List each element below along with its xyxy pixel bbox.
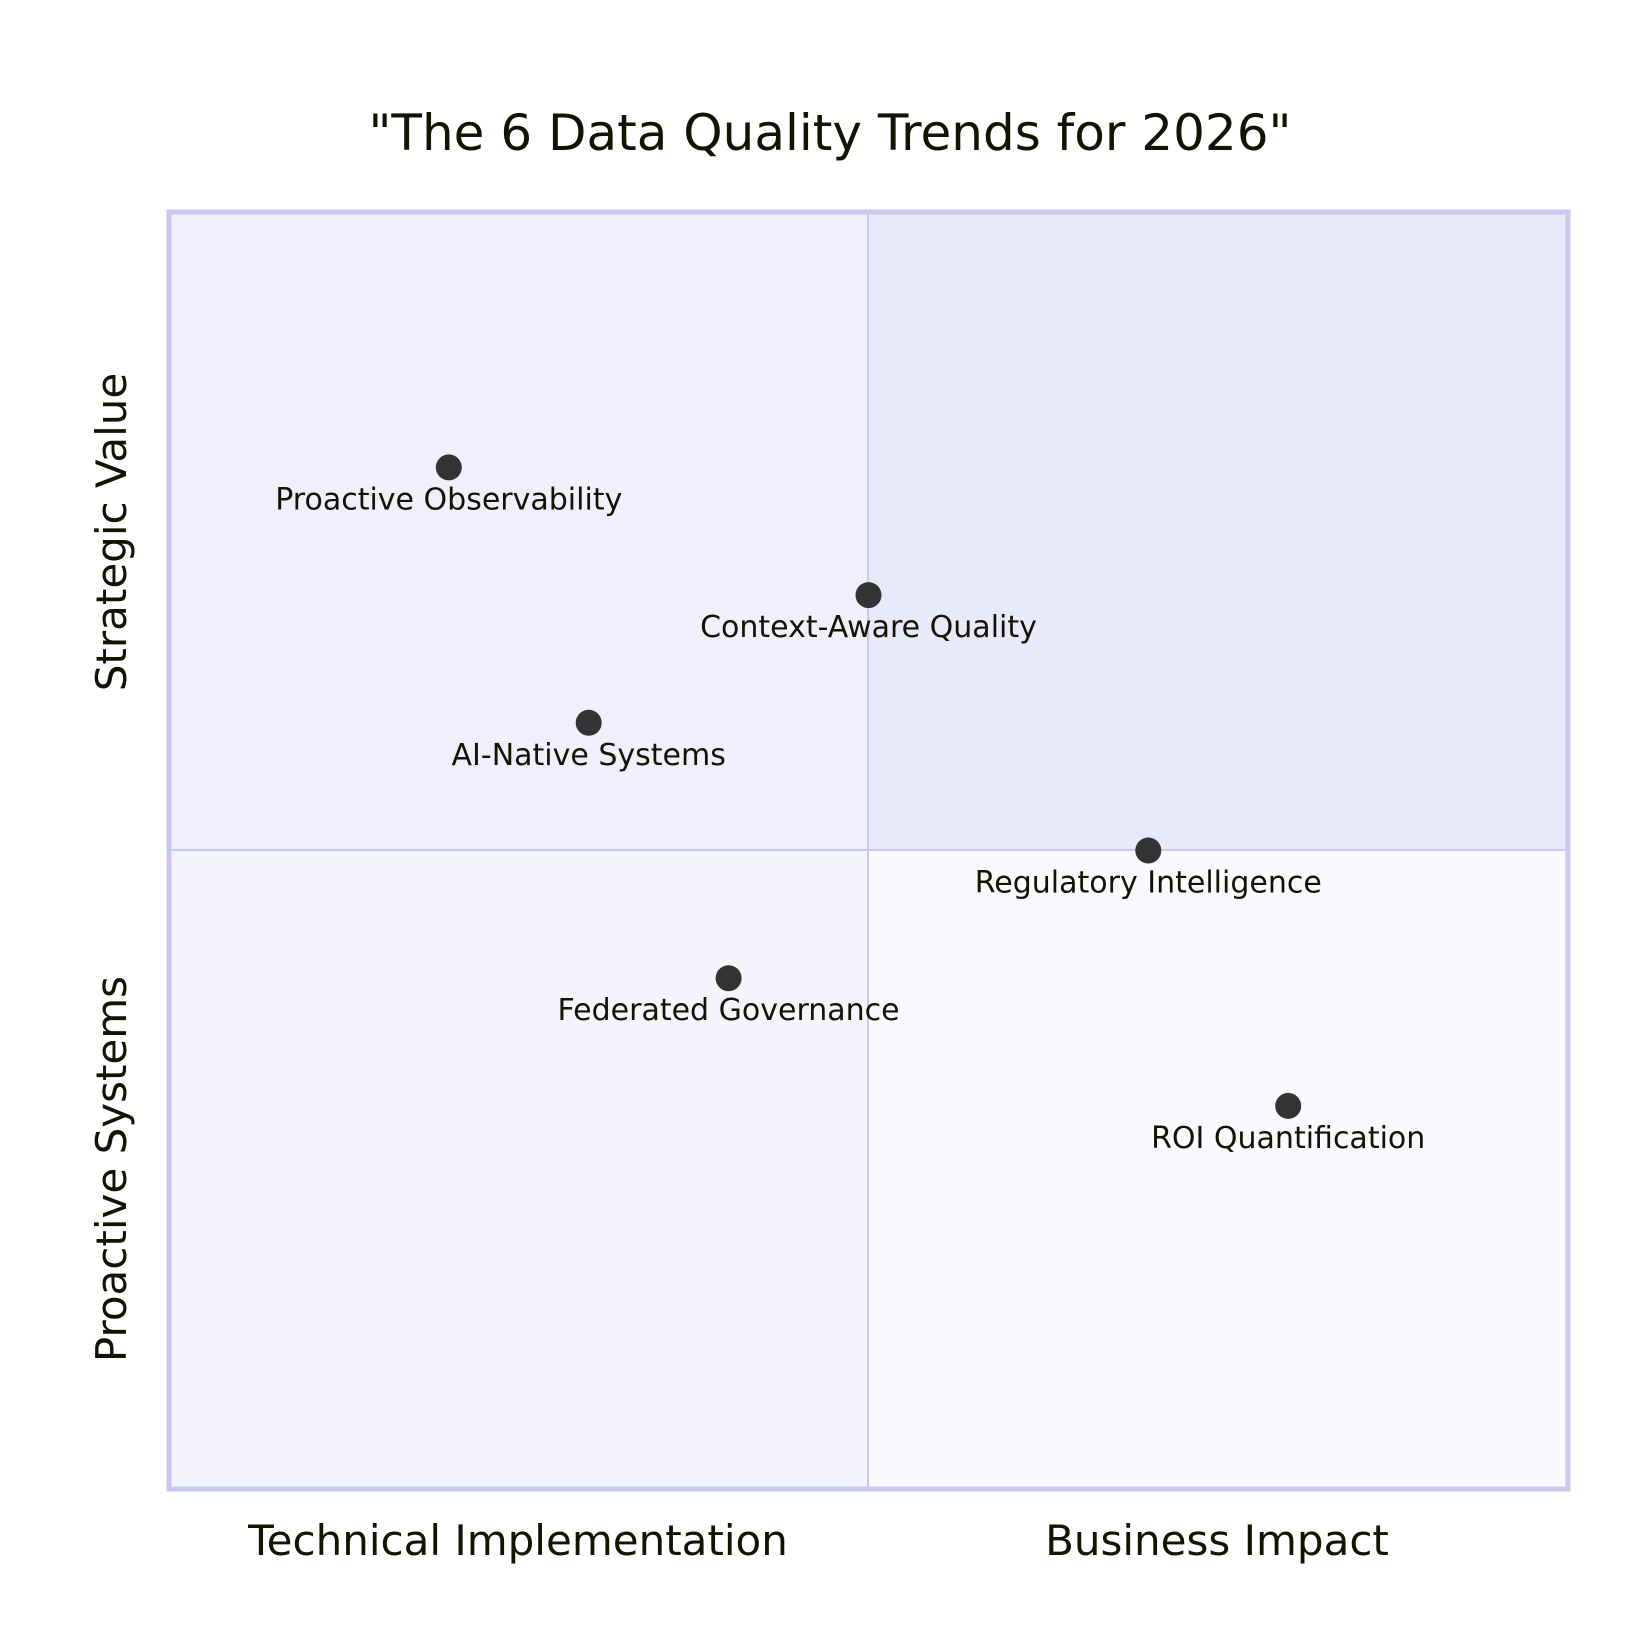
plot-border [166, 209, 1571, 1492]
data-point [1275, 1092, 1302, 1119]
y-axis-high-label: Strategic Value [87, 373, 136, 692]
data-point [715, 965, 742, 992]
data-point-label: Proactive Observability [275, 482, 622, 517]
data-point-label: Federated Governance [558, 993, 900, 1028]
x-axis-high-label: Business Impact [1045, 1516, 1389, 1565]
data-point-label: Context-Aware Quality [700, 610, 1037, 645]
chart-title: "The 6 Data Quality Trends for 2026" [368, 104, 1291, 162]
data-point [1135, 837, 1162, 864]
quadrant-1 [868, 212, 1568, 850]
quadrant-4 [868, 850, 1568, 1489]
x-axis-low-label: Technical Implementation [247, 1516, 788, 1565]
quadrant-3 [169, 850, 868, 1489]
points: Proactive Observability Context-Aware Qua… [275, 454, 1425, 1156]
quadrants [169, 212, 1568, 1489]
quadrant-2 [169, 212, 868, 850]
data-point-label: AI-Native Systems [452, 738, 726, 773]
data-point [855, 582, 882, 609]
data-point-label: ROI Quantification [1151, 1121, 1425, 1156]
y-axis-low-label: Proactive Systems [87, 976, 136, 1362]
data-point [435, 454, 462, 481]
data-point [575, 709, 602, 736]
data-point-label: Regulatory Intelligence [975, 866, 1322, 901]
